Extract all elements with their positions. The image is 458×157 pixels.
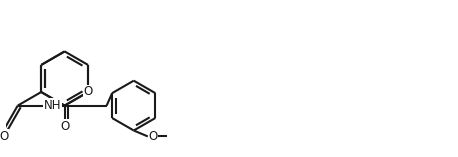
Text: O: O [0, 130, 9, 143]
Text: O: O [60, 120, 69, 133]
Text: O: O [148, 130, 158, 143]
Text: NH: NH [44, 99, 61, 112]
Text: O: O [83, 85, 93, 98]
